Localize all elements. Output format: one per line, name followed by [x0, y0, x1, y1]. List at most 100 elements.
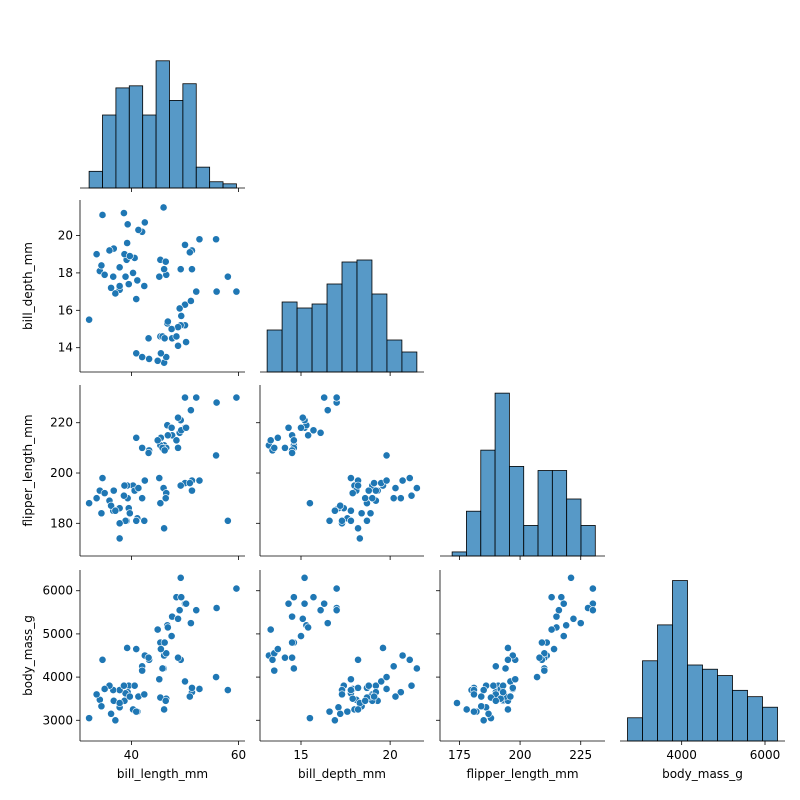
y-tick-label: 16 — [58, 303, 73, 317]
scatter-point — [470, 707, 478, 716]
scatter-point — [185, 479, 194, 487]
scatter-point — [85, 714, 94, 723]
scatter-point — [140, 690, 149, 699]
scatter-point — [92, 250, 101, 259]
scatter-point — [588, 606, 597, 615]
scatter-point — [379, 644, 387, 652]
scatter-point — [172, 436, 181, 445]
y-tick-label: 14 — [58, 341, 73, 355]
hist-bar — [266, 329, 283, 373]
scatter-point — [354, 481, 362, 490]
scatter-point — [382, 685, 391, 693]
hist-bar — [371, 293, 388, 373]
hist-bar — [296, 307, 313, 373]
scatter-point — [407, 681, 416, 690]
scatter-point — [162, 649, 171, 658]
hist-bar — [566, 498, 582, 557]
hist-bar — [551, 470, 568, 557]
hist-bar — [386, 339, 403, 373]
scatter-point — [134, 484, 143, 493]
scatter-point — [382, 451, 391, 460]
scatter-point — [320, 599, 329, 608]
hist-bar — [466, 510, 482, 557]
scatter-point — [306, 499, 314, 508]
scatter-point — [172, 332, 181, 341]
scatter-point — [489, 681, 498, 690]
scatter-point — [288, 448, 296, 457]
scatter-point — [140, 218, 149, 227]
scatter-point — [176, 573, 185, 582]
y-tick-label: 200 — [50, 466, 73, 480]
y-tick-label: 6000 — [42, 584, 73, 598]
scatter-point — [182, 423, 190, 432]
scatter-point — [354, 524, 362, 533]
scatter-point — [134, 226, 143, 234]
scatter-point — [477, 692, 486, 701]
scatter-point — [223, 272, 232, 281]
scatter-point — [266, 625, 275, 634]
y-axis-label: bill_depth_mm — [21, 242, 35, 330]
scatter-point — [111, 716, 120, 725]
scatter-point — [176, 481, 185, 490]
scatter-point — [176, 265, 185, 274]
scatter-point — [160, 334, 169, 343]
scatter-point — [407, 491, 416, 500]
y-axis-label: flipper_length_mm — [21, 414, 35, 526]
scatter-point — [325, 516, 334, 525]
scatter-point — [273, 645, 282, 653]
scatter-point — [504, 655, 512, 664]
scatter-point — [100, 270, 109, 279]
scatter-point — [145, 355, 154, 363]
scatter-point — [107, 709, 115, 718]
scatter-point — [188, 683, 196, 692]
scatter-point — [85, 315, 94, 324]
scatter-point — [484, 709, 493, 718]
scatter-point — [125, 252, 134, 260]
scatter-point — [85, 499, 94, 508]
scatter-point — [499, 688, 507, 697]
hist-bar — [341, 261, 358, 373]
scatter-point — [298, 614, 307, 623]
scatter-point — [511, 675, 520, 684]
scatter-point — [182, 599, 190, 608]
scatter-point — [177, 593, 186, 602]
hist-bar — [209, 181, 224, 189]
scatter-point — [167, 423, 176, 432]
hist-bar — [672, 580, 688, 742]
scatter-point — [354, 683, 362, 692]
scatter-point — [181, 393, 189, 402]
scatter-point — [174, 653, 182, 662]
scatter-point — [163, 623, 172, 632]
scatter-point — [347, 686, 355, 694]
scatter-point — [123, 220, 132, 229]
scatter-point — [298, 413, 307, 422]
scatter-point — [363, 516, 371, 525]
scatter-point — [354, 655, 362, 664]
scatter-point — [121, 272, 130, 281]
scatter-point — [174, 323, 182, 332]
scatter-point — [389, 494, 398, 503]
scatter-point — [470, 690, 478, 699]
x-tick-label: 60 — [231, 748, 246, 762]
scatter-point — [212, 287, 221, 296]
scatter-point — [175, 606, 184, 615]
scatter-point — [567, 573, 575, 582]
x-axis-label: bill_length_mm — [117, 767, 208, 781]
scatter-point — [289, 436, 298, 445]
scatter-point — [348, 694, 357, 703]
hist-bar — [311, 303, 328, 373]
hist-bar — [702, 668, 718, 742]
scatter-point — [334, 703, 343, 712]
x-tick-label: 40 — [124, 748, 139, 762]
scatter-point — [304, 431, 313, 440]
scatter-point — [181, 677, 189, 686]
scatter-point — [195, 685, 204, 693]
scatter-point — [120, 681, 128, 690]
scatter-point — [297, 632, 305, 640]
x-tick-label: 20 — [382, 748, 397, 762]
scatter-point — [92, 690, 101, 699]
hist-bar — [182, 83, 197, 189]
hist-bar — [732, 689, 748, 742]
scatter-point — [347, 474, 355, 482]
